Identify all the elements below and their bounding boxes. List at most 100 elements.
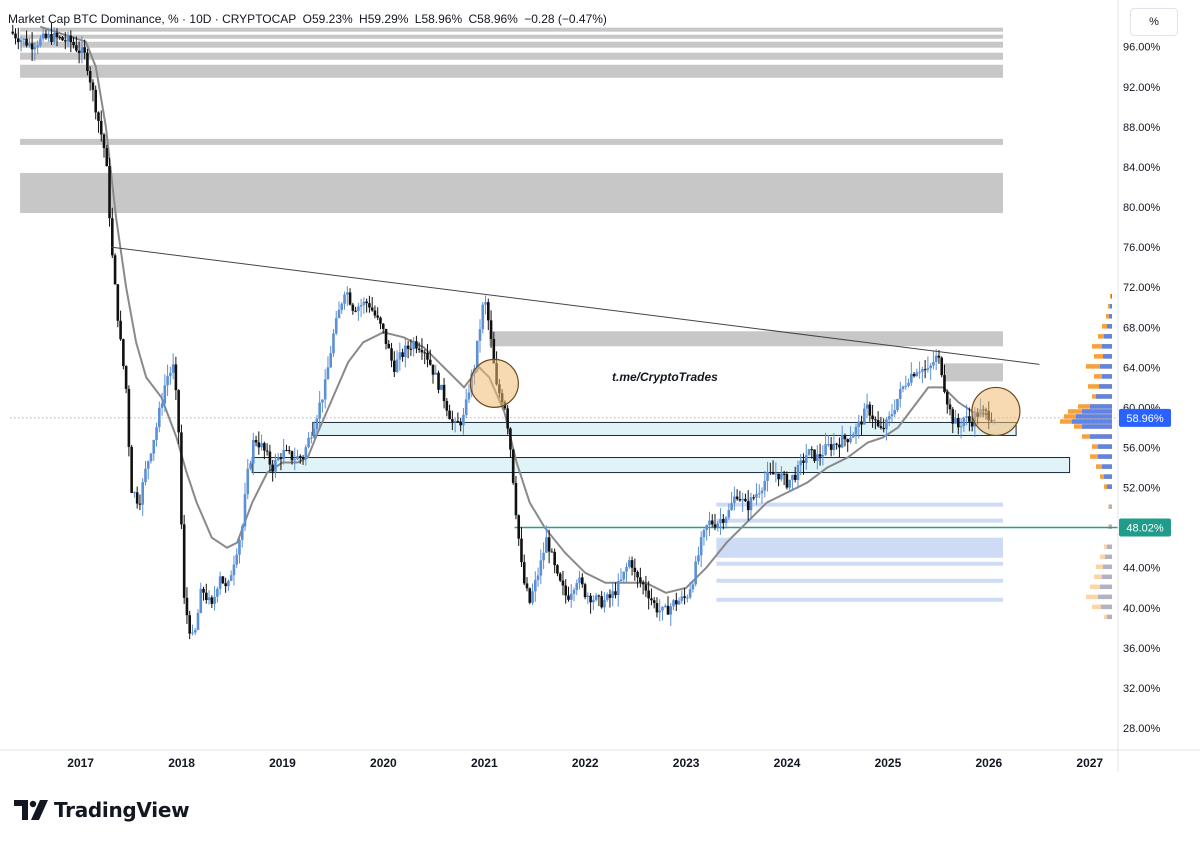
candle-body — [633, 567, 637, 572]
horizontal-level-layer — [10, 417, 1118, 529]
candle-body — [605, 594, 609, 600]
plot-background — [0, 0, 1200, 772]
candle-body — [434, 372, 438, 375]
candle-body — [672, 600, 675, 607]
resistance-zone — [20, 138, 1004, 145]
candle-body — [622, 571, 626, 580]
candle-body — [41, 33, 45, 39]
candle-body — [813, 449, 816, 461]
profile-bar-blue — [1103, 564, 1112, 570]
resistance-zone — [20, 64, 1004, 78]
candle-body — [663, 605, 667, 607]
candle-body — [771, 472, 775, 475]
candle-body — [58, 37, 62, 39]
chart-legend[interactable]: Market Cap BTC Dominance, % · 10D · CRYP… — [8, 12, 610, 26]
candle-body — [788, 479, 791, 488]
candle-body — [774, 473, 778, 475]
candle-body — [464, 399, 468, 416]
legend-change: −0.28 (−0.47%) — [524, 12, 607, 26]
scale-mode-button[interactable]: % — [1130, 8, 1178, 36]
candle-body — [381, 323, 385, 329]
candle-body — [99, 120, 103, 135]
candle-body — [141, 482, 145, 505]
candle-body — [229, 575, 233, 581]
profile-bar-orange — [1104, 614, 1112, 620]
candle-body — [710, 520, 714, 525]
candle-body — [251, 439, 255, 464]
time-tick-label: 2018 — [168, 756, 195, 770]
candle-body — [216, 588, 219, 597]
candle-body — [677, 600, 681, 605]
lower-zone — [716, 518, 1003, 523]
candle-body — [127, 388, 131, 447]
candle-body — [337, 309, 341, 319]
candle-body — [650, 598, 653, 601]
candle-body — [36, 45, 39, 48]
time-axis[interactable]: 2017 2018 2019 2020 2021 2022 2023 2024 2025 2026… — [0, 749, 1200, 770]
candle-body — [52, 33, 56, 43]
candle-body — [146, 461, 150, 469]
price-tick-label: 92.00% — [1123, 82, 1161, 94]
candle-body — [359, 305, 363, 307]
profile-bar-orange — [1086, 364, 1112, 369]
candle-body — [945, 391, 949, 405]
time-tick-label: 2021 — [471, 756, 498, 770]
candle-body — [376, 315, 380, 318]
candle-body — [666, 605, 670, 615]
candle-body — [177, 390, 180, 433]
legend-open: O59.23% — [302, 12, 353, 26]
candle-body — [619, 579, 623, 581]
lower-zone — [716, 561, 1003, 566]
candle-body — [478, 329, 482, 341]
candle-body — [174, 364, 178, 391]
profile-bar-orange — [1104, 544, 1112, 549]
candle-body — [793, 474, 797, 480]
candle-body — [492, 338, 496, 364]
candle-body — [741, 498, 744, 501]
candle-body — [539, 560, 543, 576]
time-tick-label: 2017 — [67, 756, 94, 770]
candle-body — [569, 593, 573, 600]
candle-body — [426, 352, 429, 360]
legend-close: C58.96% — [468, 12, 518, 26]
current-price-badge-label: 58.96% — [1126, 413, 1164, 425]
candle-body — [33, 47, 37, 50]
resistance-zone — [20, 34, 1004, 39]
candle-body — [329, 353, 333, 368]
candle-body — [954, 417, 957, 424]
candle-body — [628, 560, 631, 567]
candle-body — [88, 71, 92, 83]
candle-body — [202, 588, 205, 593]
candle-body — [553, 551, 556, 566]
candle-body — [923, 369, 927, 371]
candle-body — [901, 386, 905, 390]
candle-body — [730, 503, 733, 510]
candle-body — [75, 45, 78, 51]
tradingview-brand-text: TradingView — [54, 798, 190, 822]
candle-body — [63, 40, 67, 42]
candle-body — [271, 464, 274, 472]
candle-body — [752, 497, 756, 499]
candle-body — [921, 369, 924, 372]
candle-body — [417, 348, 421, 350]
candle-body — [578, 577, 581, 584]
candle-body — [238, 539, 241, 555]
candle-body — [586, 595, 590, 598]
candle-body — [517, 515, 521, 539]
candle-body — [296, 456, 299, 460]
tradingview-logo-icon — [14, 800, 48, 820]
candle-body — [22, 38, 26, 40]
profile-bar-blue — [1103, 354, 1112, 359]
candle-body — [268, 451, 272, 465]
candle-body — [119, 320, 122, 340]
tradingview-logo[interactable]: TradingView — [14, 798, 190, 822]
candle-body — [185, 597, 189, 616]
candle-body — [113, 255, 117, 285]
candle-body — [616, 580, 620, 596]
candle-body — [180, 432, 183, 525]
candle-body — [130, 446, 133, 493]
candle-body — [893, 410, 897, 415]
candle-body — [724, 517, 728, 523]
candle-body — [614, 591, 617, 596]
